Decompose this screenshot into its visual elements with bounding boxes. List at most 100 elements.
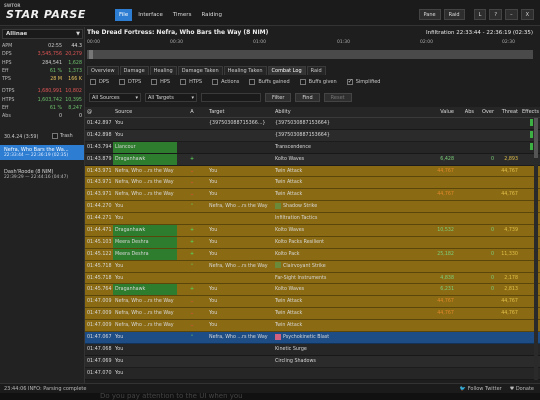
- col-effects[interactable]: Effects: [522, 109, 539, 115]
- tab-damage-taken[interactable]: Damage Taken: [177, 66, 223, 75]
- table-row[interactable]: 01:42.897 You {397503088715366...} {3975030…: [85, 118, 540, 130]
- filter-dps[interactable]: DPS: [90, 79, 109, 85]
- stat-rate: 8,247: [68, 106, 82, 112]
- twitter-link[interactable]: 🐦 Follow Twitter: [459, 386, 502, 392]
- stat-total: 1,603,742: [37, 97, 62, 103]
- cell-source: Draganhawk: [113, 284, 177, 296]
- tab-overview[interactable]: Overview: [87, 66, 119, 75]
- sources-dropdown[interactable]: All Sources ▾: [89, 93, 141, 102]
- cell-ability: Kolto Waves: [273, 225, 428, 236]
- col-target[interactable]: Target: [209, 109, 225, 115]
- cell-ability: [273, 368, 428, 379]
- cell-effects: [520, 118, 540, 129]
- character-select[interactable]: Allinae ▼: [2, 29, 83, 39]
- action-icon: +: [189, 228, 195, 234]
- col-over[interactable]: Over: [481, 109, 494, 115]
- stat-label: Eff: [2, 68, 9, 74]
- table-row[interactable]: 01:45.718 You Far-Sight Instruments 4,838 0 2…: [85, 272, 540, 285]
- filter-buffs-gained[interactable]: Buffs gained: [249, 79, 290, 85]
- cell-ability: Twin Attack: [273, 308, 428, 319]
- tab-combat-log[interactable]: Combat Log: [267, 66, 306, 75]
- targets-dropdown[interactable]: All Targets ▾: [145, 93, 197, 102]
- cell-target: You: [209, 323, 218, 329]
- cell-over: [476, 130, 496, 141]
- left-panel: Allinae ▼ APM 02:55 44.3 DPS 3,545,756 20,279…: [0, 27, 85, 383]
- timeline[interactable]: 00:00 00:30 01:00 01:30 02:00 02:30: [87, 40, 537, 62]
- ability-name: Kolto Waves: [275, 228, 305, 234]
- tab-healing[interactable]: Healing: [149, 66, 177, 75]
- filter-actions[interactable]: Actions: [212, 79, 239, 85]
- table-row[interactable]: 01:47.067 You ⌃ Nefra, Who ...rs the Way Psy…: [85, 332, 540, 344]
- pane-button[interactable]: Pane: [418, 9, 441, 20]
- trash-toggle[interactable]: Trash: [52, 133, 73, 139]
- col-action[interactable]: A: [190, 109, 194, 115]
- status-bar: 23:44:06 INFO: Parsing complete 🐦 Follow…: [0, 383, 540, 393]
- table-row[interactable]: 01:44.271 You Infiltration Tactics: [85, 213, 540, 226]
- filter-htps[interactable]: HTPS: [180, 79, 202, 85]
- table-row[interactable]: 01:43.971 Nefra, Who ...rs the Way ⌄ You Twi…: [85, 177, 540, 190]
- help-button[interactable]: ?: [489, 9, 503, 20]
- table-header: @ Source A Target Ability Value Abs Over…: [85, 107, 540, 118]
- table-row[interactable]: 01:45.764 Draganhawk + You Kolto Waves 6,231 0…: [85, 284, 540, 297]
- col-threat[interactable]: Threat: [501, 109, 518, 115]
- cell-target: [207, 368, 273, 379]
- filter-simplified[interactable]: Simplified: [346, 78, 380, 85]
- menu-interface[interactable]: Interface: [138, 12, 163, 18]
- cell-timestamp: 01:45.718: [87, 263, 112, 269]
- table-row[interactable]: 01:45.718 You ⌃ Nefra, Who ...rs the Way Cla…: [85, 260, 540, 273]
- tab-damage[interactable]: Damage: [119, 66, 149, 75]
- col-ability[interactable]: Ability: [275, 109, 291, 115]
- table-row[interactable]: 01:47.068 You Kinetic Surge: [85, 343, 540, 356]
- table-row[interactable]: 01:47.009 Nefra, Who ...rs the Way ⌄ You Twi…: [85, 296, 540, 309]
- filter-hps[interactable]: HPS: [151, 79, 170, 85]
- minimize-button[interactable]: –: [505, 9, 518, 20]
- table-row[interactable]: 01:45.103 Meera Deshra + You Kolto Packs Res…: [85, 236, 540, 249]
- menu-raiding[interactable]: Raiding: [201, 12, 223, 18]
- trash-checkbox[interactable]: [52, 133, 58, 139]
- table-row[interactable]: 01:47.009 Nefra, Who ...rs the Way ⌄ You Twi…: [85, 308, 540, 321]
- menu-timers[interactable]: Timers: [172, 12, 192, 18]
- stat-total: 02:55: [48, 44, 62, 49]
- table-row[interactable]: 01:43.794 Llancour Transcendence: [85, 141, 540, 154]
- col-source[interactable]: Source: [115, 109, 133, 115]
- search-input[interactable]: [201, 93, 261, 102]
- find-button[interactable]: Find: [295, 93, 320, 102]
- tab-healing-taken[interactable]: Healing Taken: [223, 66, 267, 75]
- filter-buffs-given[interactable]: Buffs given: [299, 79, 337, 85]
- view-tabs: Overview Damage Healing Damage Taken Hea…: [87, 66, 327, 75]
- filter-button[interactable]: Filter: [265, 93, 292, 102]
- table-row[interactable]: 01:47.069 You Circling Shadows: [85, 355, 540, 368]
- timeline-handle[interactable]: [89, 50, 93, 59]
- table-row[interactable]: 01:47.070 You: [85, 367, 540, 380]
- table-row[interactable]: 01:44.270 You ⌃ Nefra, Who ...rs the Way Sha…: [85, 201, 540, 214]
- raid-button[interactable]: Raid: [443, 9, 465, 20]
- close-button[interactable]: X: [520, 9, 534, 20]
- col-timestamp[interactable]: @: [87, 109, 92, 115]
- cell-threat: 44,767: [501, 192, 518, 198]
- donate-link[interactable]: ♥ Donate: [509, 386, 534, 392]
- cell-threat: [496, 368, 520, 379]
- tab-raid[interactable]: Raid: [306, 66, 326, 75]
- lock-button[interactable]: L: [473, 9, 487, 20]
- table-row[interactable]: 01:44.471 Draganhawk + You Kolto Waves 10,532…: [85, 225, 540, 237]
- stat-row: APM 02:55 44.3: [2, 43, 84, 51]
- timeline-track[interactable]: [87, 50, 533, 59]
- table-row[interactable]: 01:43.971 Nefra, Who ...rs the Way ⌄ You Twi…: [85, 165, 540, 178]
- col-absorb[interactable]: Abs: [464, 109, 474, 115]
- effect-marker: [530, 142, 533, 150]
- table-row[interactable]: 01:45.122 Meera Deshra + You Kolto Pack 25,18…: [85, 248, 540, 261]
- filter-dtps[interactable]: DTPS: [119, 79, 141, 85]
- scrollbar-thumb[interactable]: [534, 118, 538, 158]
- cell-absorb: [456, 368, 476, 379]
- encounter-item-nefra[interactable]: Nefra, Who Bars the Wa... 22:33:44 — 22:…: [0, 145, 84, 160]
- table-row[interactable]: 01:42.898 You {3975030887153664}: [85, 129, 540, 142]
- menu-file[interactable]: File: [115, 9, 133, 21]
- cell-timestamp: 01:44.270: [87, 204, 112, 210]
- reset-button[interactable]: Reset: [323, 93, 352, 102]
- table-row[interactable]: 01:43.879 Draganhawk + Kolto Waves 6,428 0 2,8…: [85, 153, 540, 166]
- table-scrollbar[interactable]: [534, 118, 538, 380]
- table-row[interactable]: 01:43.971 Nefra, Who ...rs the Way ⌄ You Twi…: [85, 189, 540, 202]
- table-row[interactable]: 01:47.009 Nefra, Who ...rs the Way ⌄ You Twi…: [85, 320, 540, 333]
- col-value[interactable]: Value: [440, 109, 454, 115]
- encounter-item-dashroode[interactable]: Dash'Roode (8 NIM) 22:39:29 — 22:44:16 (…: [0, 167, 84, 182]
